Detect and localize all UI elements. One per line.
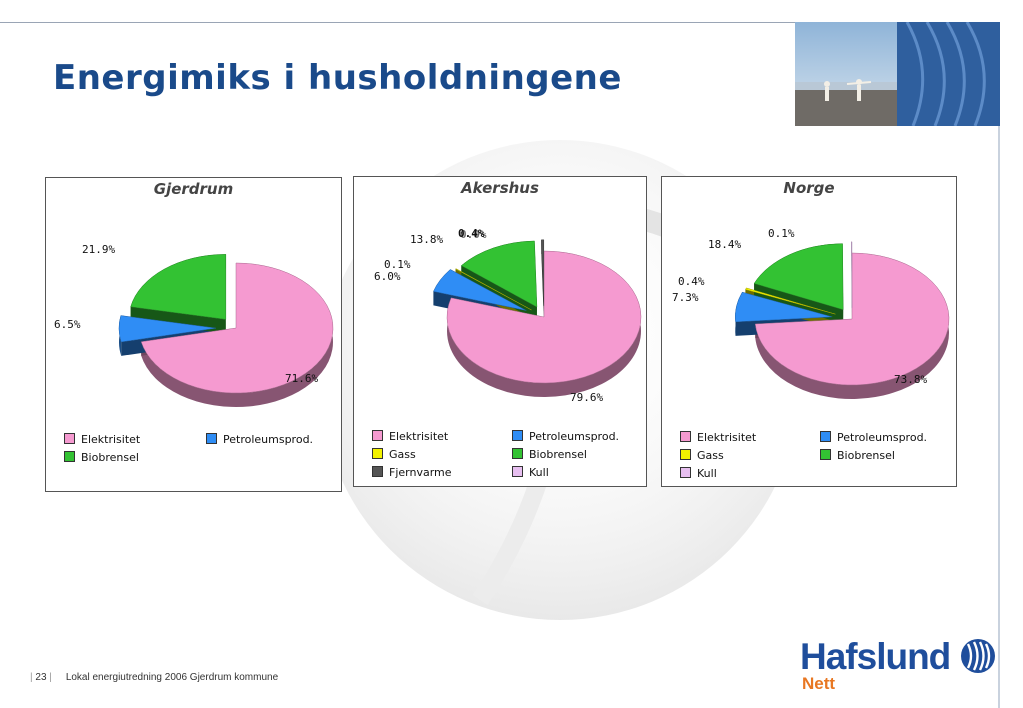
pie-slice-gass: [745, 287, 836, 315]
legend-item-gass: Gass: [372, 448, 416, 461]
pie-slice-biobrensel: [460, 240, 538, 308]
legend-swatch: [820, 449, 831, 460]
legend-swatch: [372, 466, 383, 477]
data-label-biobrensel: 18.4%: [708, 238, 742, 251]
chart-panel-gjerdrum: Gjerdrum 21.9% 6.5% 71.6% Elektrisitet P…: [45, 177, 342, 492]
footer-separator: |: [30, 672, 33, 683]
legend-swatch: [680, 449, 691, 460]
legend-swatch: [680, 431, 691, 442]
chart-title-gjerdrum: Gjerdrum: [153, 180, 234, 198]
legend-swatch: [372, 448, 383, 459]
data-label-gass: 0.4%: [678, 275, 705, 288]
pie-slice-fjernvarme: [541, 239, 545, 306]
data-label-petroleumsprod: 6.5%: [54, 318, 81, 331]
chart-title-akershus: Akershus: [461, 179, 539, 197]
page-number: 23: [35, 672, 47, 683]
chart-title-norge: Norge: [783, 179, 835, 197]
data-label-petroleumsprod: 7.3%: [672, 291, 699, 304]
data-label-kull: 0.1%: [768, 227, 795, 240]
legend-item-biobrensel: Biobrensel: [820, 449, 895, 462]
chart-panel-akershus: Akershus 13.8% 0.4% 0.0% 0.1% 6.0% 79.6%…: [353, 176, 647, 487]
data-label-gass: 0.1%: [384, 258, 411, 271]
pie-slice-kull: [851, 241, 853, 308]
legend-swatch: [512, 466, 523, 477]
pie-chart-akershus: [433, 239, 642, 397]
legend-swatch: [64, 451, 75, 462]
chart-panel-norge: Norge 18.4% 0.1% 0.4% 7.3% 73.8% Elektri…: [661, 176, 957, 487]
footer: | 23 | Lokal energiutredning 2006 Gjerdr…: [30, 672, 278, 683]
footer-separator: |: [49, 672, 52, 683]
hafslund-logo: Hafslund Nett: [800, 636, 1000, 696]
header-photo: [795, 22, 1000, 126]
legend-item-biobrensel: Biobrensel: [512, 448, 587, 461]
data-label-elektrisitet: 73.8%: [894, 373, 928, 386]
legend-swatch: [512, 430, 523, 441]
pie-slice-biobrensel: [130, 254, 227, 320]
legend-item-elektrisitet: Elektrisitet: [372, 430, 448, 443]
hafslund-wave-logo-icon: [961, 639, 995, 673]
legend-item-petroleumsprod: Petroleumsprod.: [820, 431, 927, 444]
top-rule: [0, 22, 1000, 23]
pie-slice-elektrisitet: [140, 262, 334, 394]
slide-title: Energimiks i husholdningene: [53, 58, 622, 98]
data-label-fjernvarme: 0.4%: [458, 227, 485, 240]
data-label-biobrensel: 21.9%: [82, 243, 116, 256]
pie-chart-norge: [734, 241, 950, 399]
footer-text: Lokal energiutredning 2006 Gjerdrum komm…: [65, 672, 279, 683]
data-label-elektrisitet: 71.6%: [285, 372, 319, 385]
data-label-kull: 0.0%: [460, 228, 487, 241]
legend-item-elektrisitet: Elektrisitet: [680, 431, 756, 444]
legend-item-petroleumsprod: Petroleumsprod.: [512, 430, 619, 443]
legend-swatch: [372, 430, 383, 441]
data-label-petroleumsprod: 6.0%: [374, 270, 401, 283]
legend-item-biobrensel: Biobrensel: [64, 451, 139, 464]
legend-item-gass: Gass: [680, 449, 724, 462]
legend-swatch: [512, 448, 523, 459]
pie-slice-petroleumsprod: [118, 315, 217, 343]
right-rule: [998, 22, 1000, 708]
legend-item-elektrisitet: Elektrisitet: [64, 433, 140, 446]
pie-slice-elektrisitet: [754, 252, 950, 386]
pie-slice-gass: [455, 268, 532, 311]
data-label-elektrisitet: 79.6%: [570, 391, 604, 404]
legend-swatch: [680, 467, 691, 478]
logo-sub: Nett: [802, 674, 836, 693]
pie-chart-gjerdrum: [118, 254, 334, 407]
pie-slice-petroleumsprod: [433, 269, 527, 311]
legend-item-petroleumsprod: Petroleumsprod.: [206, 433, 313, 446]
data-label-biobrensel: 13.8%: [410, 233, 444, 246]
legend-item-fjernvarme: Fjernvarme: [372, 466, 452, 479]
pie-slice-elektrisitet: [446, 250, 642, 384]
legend-swatch: [64, 433, 75, 444]
pie-slice-biobrensel: [753, 243, 844, 310]
legend-item-kull: Kull: [512, 466, 549, 479]
legend-swatch: [206, 433, 217, 444]
pie-slice-petroleumsprod: [734, 291, 833, 323]
legend-swatch: [820, 431, 831, 442]
logo-name: Hafslund: [800, 636, 951, 677]
legend-item-kull: Kull: [680, 467, 717, 480]
